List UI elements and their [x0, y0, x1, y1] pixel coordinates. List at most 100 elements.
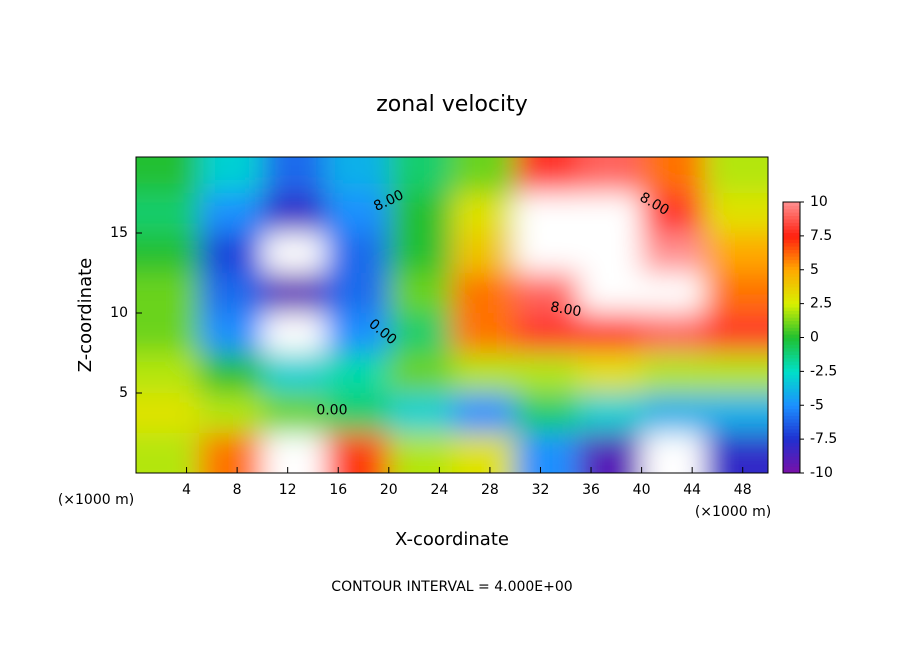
- colorbar-swatch: [783, 320, 800, 325]
- field-cell: [704, 233, 768, 273]
- field-cell: [199, 273, 263, 313]
- field-cell: [578, 273, 642, 313]
- colorbar-tick-label: 7.5: [810, 228, 832, 244]
- y-axis-label: Z-coordinate: [75, 258, 96, 373]
- colorbar-swatch: [783, 323, 800, 328]
- colorbar-swatch: [783, 337, 800, 342]
- field-cell: [641, 193, 705, 233]
- field-cell: [452, 157, 516, 193]
- colorbar-swatch: [783, 452, 800, 457]
- field-cell: [641, 393, 705, 433]
- colorbar-swatch: [783, 344, 800, 349]
- colorbar-swatch: [783, 249, 800, 254]
- colorbar-swatch: [783, 422, 800, 427]
- colorbar-swatch: [783, 395, 800, 399]
- colorbar-swatch: [783, 327, 800, 332]
- field-cell: [641, 273, 705, 313]
- field-cell: [452, 433, 516, 473]
- colorbar-swatch: [783, 229, 800, 233]
- field-cell: [452, 193, 516, 233]
- colorbar-swatch: [783, 449, 800, 454]
- colorbar-swatch: [783, 313, 800, 318]
- field-cell: [515, 233, 579, 273]
- x-tick-label: 8: [233, 482, 242, 498]
- field-cell: [262, 193, 326, 233]
- colorbar-swatch: [783, 330, 800, 335]
- field-cell: [641, 353, 705, 393]
- colorbar-swatch: [783, 432, 800, 437]
- colorbar-swatch: [783, 364, 800, 369]
- colorbar-swatch: [783, 351, 800, 355]
- x-tick-label: 44: [683, 482, 701, 498]
- colorbar-swatch: [783, 466, 800, 471]
- colorbar-swatch: [783, 334, 800, 338]
- colorbar-swatch: [783, 418, 800, 423]
- x-tick-label: 40: [633, 482, 651, 498]
- field-cell: [136, 193, 200, 233]
- field: [136, 157, 768, 473]
- field-cell: [578, 193, 642, 233]
- colorbar-swatch: [783, 283, 800, 288]
- field-cell: [388, 193, 452, 233]
- field-cell: [515, 313, 579, 353]
- colorbar-swatch: [783, 232, 800, 237]
- colorbar-swatch: [783, 357, 800, 362]
- colorbar-swatch: [783, 388, 800, 393]
- colorbar-swatch: [783, 435, 800, 440]
- x-tick-label: 4: [182, 482, 191, 498]
- field-cell: [452, 393, 516, 433]
- colorbar-swatch: [783, 205, 800, 210]
- field-cell: [388, 433, 452, 473]
- field-cell: [325, 353, 389, 393]
- colorbar-swatch: [783, 439, 800, 444]
- field-cell: [262, 273, 326, 313]
- field-cell: [325, 433, 389, 473]
- field-cell: [136, 353, 200, 393]
- colorbar-swatch: [783, 456, 800, 460]
- field-cell: [515, 157, 579, 193]
- colorbar-swatch: [783, 246, 800, 250]
- field-cell: [515, 273, 579, 313]
- colorbar-tick-label: 2.5: [810, 296, 832, 312]
- colorbar-swatch: [783, 256, 800, 261]
- field-cell: [388, 157, 452, 193]
- y-tick-label: 10: [110, 305, 128, 321]
- field-cell: [704, 193, 768, 233]
- colorbar-swatch: [783, 381, 800, 386]
- colorbar-swatch: [783, 215, 800, 220]
- colorbar-swatch: [783, 428, 800, 433]
- x-unit: (×1000 m): [695, 504, 771, 520]
- colorbar-swatch: [783, 384, 800, 389]
- field-cell: [199, 353, 263, 393]
- field-cell: [641, 433, 705, 473]
- field-cell: [199, 393, 263, 433]
- colorbar-tick-label: 10: [810, 194, 828, 210]
- field-cell: [578, 353, 642, 393]
- colorbar-swatch: [783, 303, 800, 308]
- colorbar-swatch: [783, 307, 800, 311]
- field-cell: [452, 273, 516, 313]
- field-cell: [704, 313, 768, 353]
- colorbar-tick-label: 0: [810, 330, 819, 346]
- colorbar-tick-label: -10: [810, 465, 833, 481]
- colorbar-swatch: [783, 405, 800, 410]
- field-cell: [515, 433, 579, 473]
- colorbar-swatch: [783, 374, 800, 379]
- field-cell: [388, 353, 452, 393]
- colorbar-swatch: [783, 202, 800, 206]
- colorbar-swatch: [783, 378, 800, 383]
- colorbar-swatch: [783, 259, 800, 264]
- colorbar-swatch: [783, 235, 800, 240]
- field-cell: [388, 273, 452, 313]
- field-cell: [704, 353, 768, 393]
- field-cell: [136, 157, 200, 193]
- field-cell: [515, 393, 579, 433]
- field-cell: [704, 157, 768, 193]
- field-cell: [704, 393, 768, 433]
- contour-label: 0.00: [316, 403, 347, 419]
- field-cell: [388, 313, 452, 353]
- field-cell: [136, 233, 200, 273]
- field-cell: [136, 273, 200, 313]
- colorbar-swatch: [783, 425, 800, 430]
